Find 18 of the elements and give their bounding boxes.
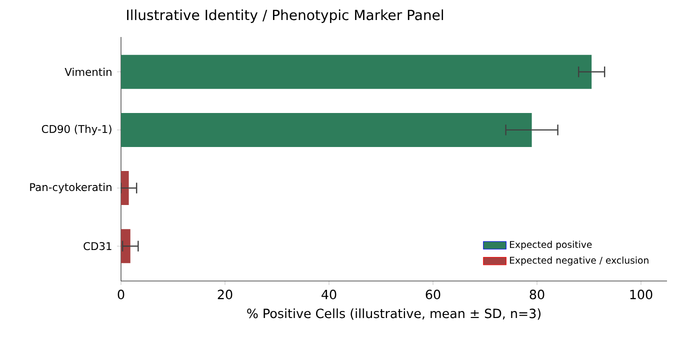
chart-title: Illustrative Identity / Phenotypic Marker Panel xyxy=(127,9,443,23)
y-tick-label: Pan-cytokeratin xyxy=(30,182,112,194)
x-tick-label: 40 xyxy=(322,290,336,300)
bar xyxy=(121,171,129,206)
bar xyxy=(121,54,592,89)
y-tick-label: CD31 xyxy=(84,242,112,250)
x-tick-label: 80 xyxy=(530,290,544,300)
legend-label: Expected negative / exclusion xyxy=(510,256,648,266)
bar xyxy=(121,112,532,147)
x-tick-label: 100 xyxy=(630,290,652,300)
y-tick-label: Vimentin xyxy=(64,68,112,76)
y-tick-label: CD90 (Thy-1) xyxy=(42,124,112,136)
x-tick-label: 20 xyxy=(218,290,232,300)
legend-label: Expected positive xyxy=(510,240,592,250)
x-tick-label: 0 xyxy=(118,290,124,300)
x-tick-label: 60 xyxy=(426,290,440,300)
x-axis-title: % Positive Cells (illustrative, mean ± SD, n=3) xyxy=(247,308,541,320)
bar xyxy=(121,229,130,264)
